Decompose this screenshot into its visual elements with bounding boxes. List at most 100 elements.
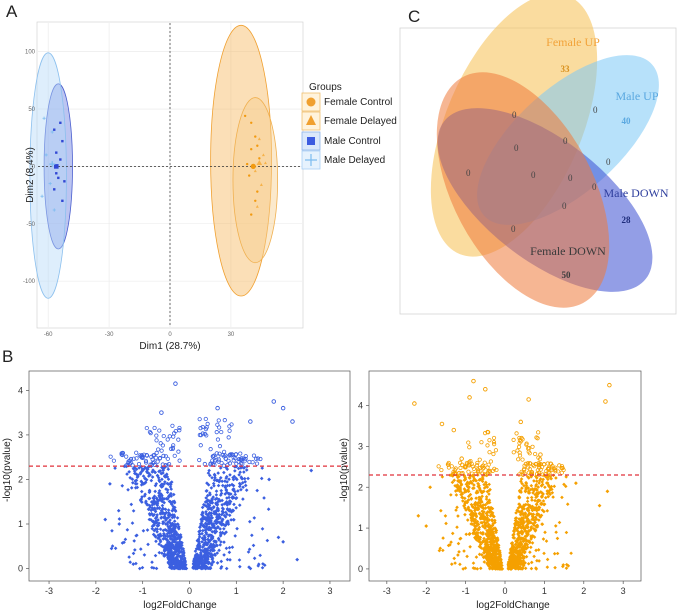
volcano-point [155, 473, 160, 478]
volcano-point [491, 551, 495, 556]
triangle-marker-icon [306, 115, 316, 125]
volcano-point [463, 566, 468, 570]
volcano-point [540, 495, 544, 499]
volcano-x-tick-label: 1 [542, 586, 547, 596]
volcano-point [205, 498, 210, 502]
volcano-point [416, 513, 421, 518]
volcano-point [148, 505, 153, 509]
volcano-point [139, 547, 143, 551]
volcano-point [536, 548, 541, 552]
volcano-point [511, 559, 516, 564]
volcano-x-tick-label: -1 [462, 586, 470, 596]
volcano-point [154, 438, 159, 443]
volcano-point [223, 485, 228, 490]
volcano-point [220, 530, 225, 535]
volcano-point [204, 509, 208, 514]
volcano-point [238, 482, 243, 487]
volcano-point [456, 541, 461, 546]
volcano-point [198, 426, 203, 431]
volcano-point [515, 508, 519, 513]
volcano-point [519, 479, 523, 484]
volcano-point [262, 496, 266, 500]
volcano-point [530, 498, 534, 502]
volcano-point [514, 511, 518, 515]
volcano-point [157, 489, 162, 493]
volcano-point [152, 460, 157, 465]
volcano-point [204, 527, 209, 532]
volcano-point [540, 522, 544, 526]
volcano-point [498, 553, 502, 558]
volcano-point [131, 456, 136, 461]
volcano-point [530, 508, 535, 513]
volcano-point [175, 516, 180, 520]
volcano-point [475, 469, 481, 475]
volcano-point [144, 501, 148, 505]
volcano-point [210, 501, 215, 505]
volcano-point [233, 534, 238, 538]
volcano-point [523, 542, 528, 546]
volcano-point [152, 512, 156, 517]
volcano-x-tick-label: 0 [187, 586, 192, 596]
volcano-point [515, 540, 519, 545]
volcano-point [154, 566, 159, 571]
venn-count-male-down: 28 [622, 215, 632, 225]
volcano-point [472, 502, 477, 506]
volcano-point [519, 536, 524, 540]
volcano-point [158, 511, 163, 515]
volcano-point [178, 566, 182, 571]
volcano-point [159, 516, 163, 520]
volcano-point [208, 552, 213, 557]
volcano-point [103, 517, 108, 522]
volcano-point [181, 549, 186, 553]
volcano-point [534, 567, 539, 571]
pca-centroid [250, 163, 256, 169]
volcano-point [158, 532, 163, 536]
volcano-point [222, 540, 226, 544]
volcano-point [499, 561, 503, 566]
volcano-point [564, 530, 569, 535]
volcano-point [149, 478, 154, 483]
volcano-point [167, 520, 171, 524]
volcano-point [246, 476, 250, 481]
volcano-point [141, 474, 146, 478]
volcano-point [521, 563, 526, 568]
volcano-point [229, 510, 234, 514]
volcano-point [531, 512, 536, 517]
volcano-point [182, 557, 187, 562]
volcano-point [597, 503, 602, 508]
volcano-point [487, 482, 491, 487]
volcano-point [161, 520, 166, 525]
volcano-point [516, 444, 522, 449]
pca-point [263, 161, 267, 165]
volcano-female-y-axis-label: -log10(pvalue) [339, 438, 350, 502]
pca-point [42, 116, 46, 120]
volcano-point [537, 559, 541, 563]
volcano-point [459, 456, 464, 461]
volcano-point [208, 516, 213, 521]
volcano-point [234, 476, 238, 481]
volcano-point [165, 474, 170, 479]
pca-centroid [53, 164, 59, 169]
volcano-point [162, 482, 167, 486]
volcano-point [153, 455, 158, 460]
volcano-point [219, 559, 224, 564]
volcano-point [211, 560, 216, 564]
volcano-point [478, 487, 482, 491]
pca-point [250, 147, 253, 151]
volcano-point [207, 544, 212, 549]
legend-item-female-control: Female Control [301, 92, 392, 112]
volcano-point [164, 472, 169, 477]
volcano-point [528, 487, 533, 492]
volcano-point [489, 505, 493, 510]
volcano-point [127, 555, 131, 559]
volcano-point [216, 536, 221, 541]
volcano-point [542, 502, 546, 507]
volcano-point [530, 487, 535, 491]
volcano-point [144, 477, 149, 482]
volcano-point [208, 462, 213, 467]
volcano-point [167, 494, 171, 499]
volcano-point [471, 516, 475, 521]
volcano-point [521, 544, 525, 549]
volcano-point [207, 525, 211, 530]
